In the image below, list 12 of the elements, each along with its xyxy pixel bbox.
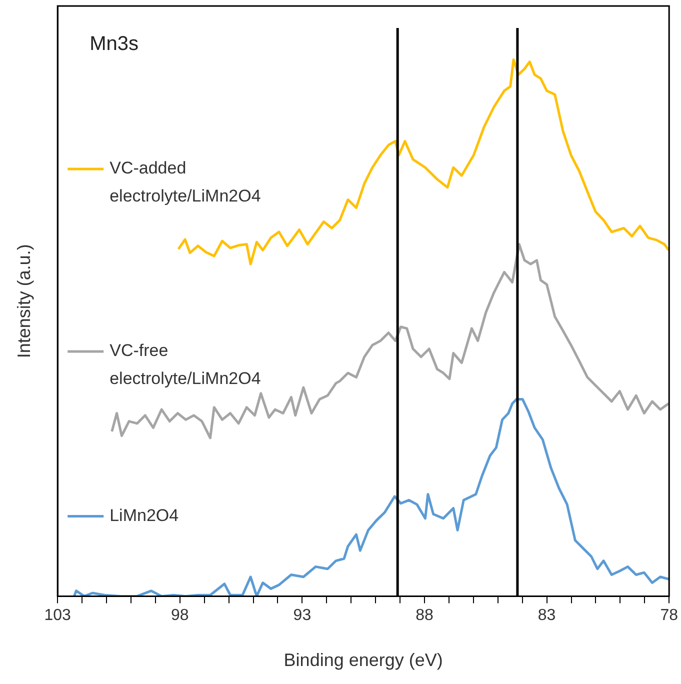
x-tick-label: 78 [660, 607, 678, 624]
chart-title: Mn3s [90, 33, 139, 55]
legend-label: VC-added electrolyte/LiMn2O4 [110, 158, 261, 206]
x-tick-label: 83 [538, 607, 556, 624]
x-tick-label: 103 [44, 607, 72, 624]
x-tick-label: 88 [416, 607, 434, 624]
x-axis-title: Binding energy (eV) [284, 650, 443, 670]
x-tick-label: 98 [171, 607, 189, 624]
legend-label: LiMn2O4 [110, 506, 179, 525]
x-tick-label: 93 [293, 607, 312, 624]
y-axis-title: Intensity (a.u.) [14, 244, 34, 358]
legend-label: VC-free electrolyte/LiMn2O4 [110, 341, 261, 388]
